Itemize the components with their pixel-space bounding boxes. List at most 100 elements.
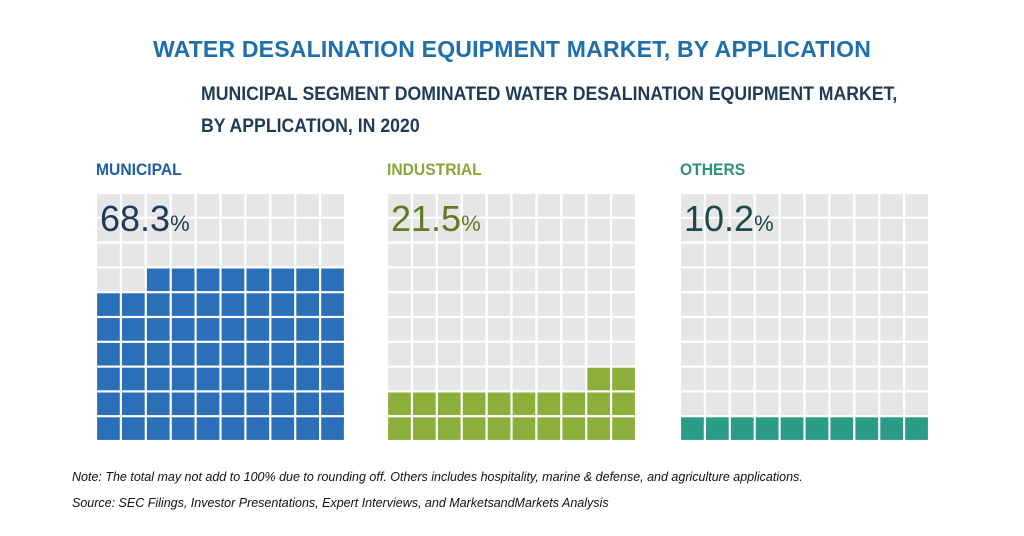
- waffle-cell-filled: [97, 293, 120, 316]
- waffle-cell-filled: [246, 392, 270, 416]
- waffle-cell-empty: [681, 342, 704, 366]
- waffle-cell-empty: [780, 268, 804, 292]
- waffle-cell-filled: [146, 367, 170, 391]
- waffle-cell-empty: [221, 243, 245, 267]
- waffle-cell-filled: [296, 318, 319, 341]
- waffle-cell-filled: [755, 417, 779, 440]
- waffle-cell-filled: [487, 417, 511, 440]
- waffle-cell-empty: [562, 194, 586, 217]
- waffle-cell-filled: [196, 417, 220, 440]
- waffle-cell-filled: [905, 417, 928, 440]
- waffle-cell-empty: [296, 218, 319, 242]
- waffle-cell-filled: [122, 318, 145, 341]
- waffle-cell-empty: [512, 342, 536, 366]
- waffle-cell-empty: [221, 218, 245, 242]
- waffle-cell-empty: [122, 194, 145, 217]
- waffle-cell-empty: [562, 318, 586, 341]
- waffle-cell-empty: [512, 367, 536, 391]
- waffle-cell-empty: [537, 218, 561, 242]
- waffle-cell-empty: [706, 318, 729, 341]
- waffle-cell-empty: [880, 392, 903, 416]
- waffle-cell-filled: [196, 318, 220, 341]
- waffle-cell-filled: [437, 392, 461, 416]
- waffle-cell-empty: [706, 342, 729, 366]
- waffle-cell-empty: [805, 293, 829, 316]
- waffle-cell-empty: [388, 268, 411, 292]
- percent-value: 21.5: [391, 198, 462, 239]
- waffle-cell-filled: [97, 342, 120, 366]
- waffle-cell-empty: [562, 293, 586, 316]
- waffle-cell-empty: [587, 293, 610, 316]
- waffle-cell-empty: [855, 194, 879, 217]
- waffle-cell-filled: [146, 293, 170, 316]
- waffle-cell-empty: [755, 342, 779, 366]
- waffle-cell-empty: [462, 293, 486, 316]
- waffle-cell-empty: [706, 243, 729, 267]
- waffle-cell-empty: [388, 318, 411, 341]
- waffle-cell-filled: [146, 342, 170, 366]
- waffle-cell-empty: [146, 194, 170, 217]
- waffle-cell-empty: [388, 218, 411, 242]
- waffle-cell-empty: [413, 367, 436, 391]
- waffle-cell-filled: [171, 367, 195, 391]
- waffle-cell-filled: [146, 268, 170, 292]
- waffle-cell-filled: [271, 417, 295, 440]
- waffle-cell-filled: [880, 417, 903, 440]
- waffle-cell-filled: [830, 417, 854, 440]
- waffle-cell-empty: [905, 218, 928, 242]
- percent-label-municipal: 68.3%: [100, 198, 190, 240]
- waffle-cell-empty: [537, 318, 561, 341]
- waffle-cell-empty: [413, 268, 436, 292]
- waffle-cell-empty: [512, 218, 536, 242]
- waffle-cell-filled: [122, 417, 145, 440]
- waffle-cell-empty: [855, 367, 879, 391]
- waffle-cell-empty: [805, 268, 829, 292]
- waffle-cell-empty: [487, 318, 511, 341]
- waffle-cell-filled: [97, 417, 120, 440]
- waffle-cell-empty: [612, 293, 635, 316]
- waffle-cell-empty: [512, 243, 536, 267]
- waffle-cell-empty: [462, 243, 486, 267]
- waffle-cell-empty: [880, 268, 903, 292]
- waffle-cell-filled: [271, 293, 295, 316]
- waffle-cell-empty: [830, 194, 854, 217]
- waffle-cell-empty: [587, 243, 610, 267]
- waffle-cell-filled: [246, 342, 270, 366]
- waffle-cell-empty: [612, 243, 635, 267]
- waffle-cell-empty: [905, 293, 928, 316]
- percent-unit: %: [170, 211, 190, 236]
- waffle-cell-filled: [221, 417, 245, 440]
- waffle-cell-empty: [462, 194, 486, 217]
- waffle-cell-empty: [755, 218, 779, 242]
- waffle-cell-empty: [805, 392, 829, 416]
- waffle-cell-empty: [780, 194, 804, 217]
- waffle-cell-empty: [805, 367, 829, 391]
- waffle-cell-empty: [321, 243, 344, 267]
- category-label-others: OTHERS: [680, 160, 746, 179]
- waffle-cell-empty: [97, 243, 120, 267]
- waffle-cell-filled: [321, 293, 344, 316]
- waffle-cell-empty: [271, 243, 295, 267]
- waffle-cell-empty: [122, 268, 145, 292]
- waffle-cell-empty: [706, 293, 729, 316]
- waffle-cell-filled: [321, 367, 344, 391]
- waffle-cell-empty: [437, 318, 461, 341]
- waffle-cell-empty: [905, 342, 928, 366]
- waffle-cell-empty: [830, 318, 854, 341]
- waffle-cell-filled: [321, 318, 344, 341]
- waffle-cell-empty: [612, 194, 635, 217]
- waffle-cell-empty: [562, 367, 586, 391]
- waffle-cell-empty: [730, 268, 754, 292]
- waffle-cell-empty: [730, 392, 754, 416]
- waffle-cell-filled: [681, 417, 704, 440]
- waffle-cell-empty: [97, 194, 120, 217]
- chart-subtitle: MUNICIPAL SEGMENT DOMINATED WATER DESALI…: [201, 79, 908, 143]
- waffle-cell-empty: [146, 218, 170, 242]
- waffle-cell-empty: [462, 218, 486, 242]
- waffle-cell-filled: [296, 417, 319, 440]
- waffle-cell-empty: [462, 268, 486, 292]
- category-label-industrial: INDUSTRIAL: [387, 160, 482, 179]
- waffle-cell-filled: [196, 268, 220, 292]
- waffle-cell-filled: [271, 392, 295, 416]
- waffle-cell-empty: [905, 392, 928, 416]
